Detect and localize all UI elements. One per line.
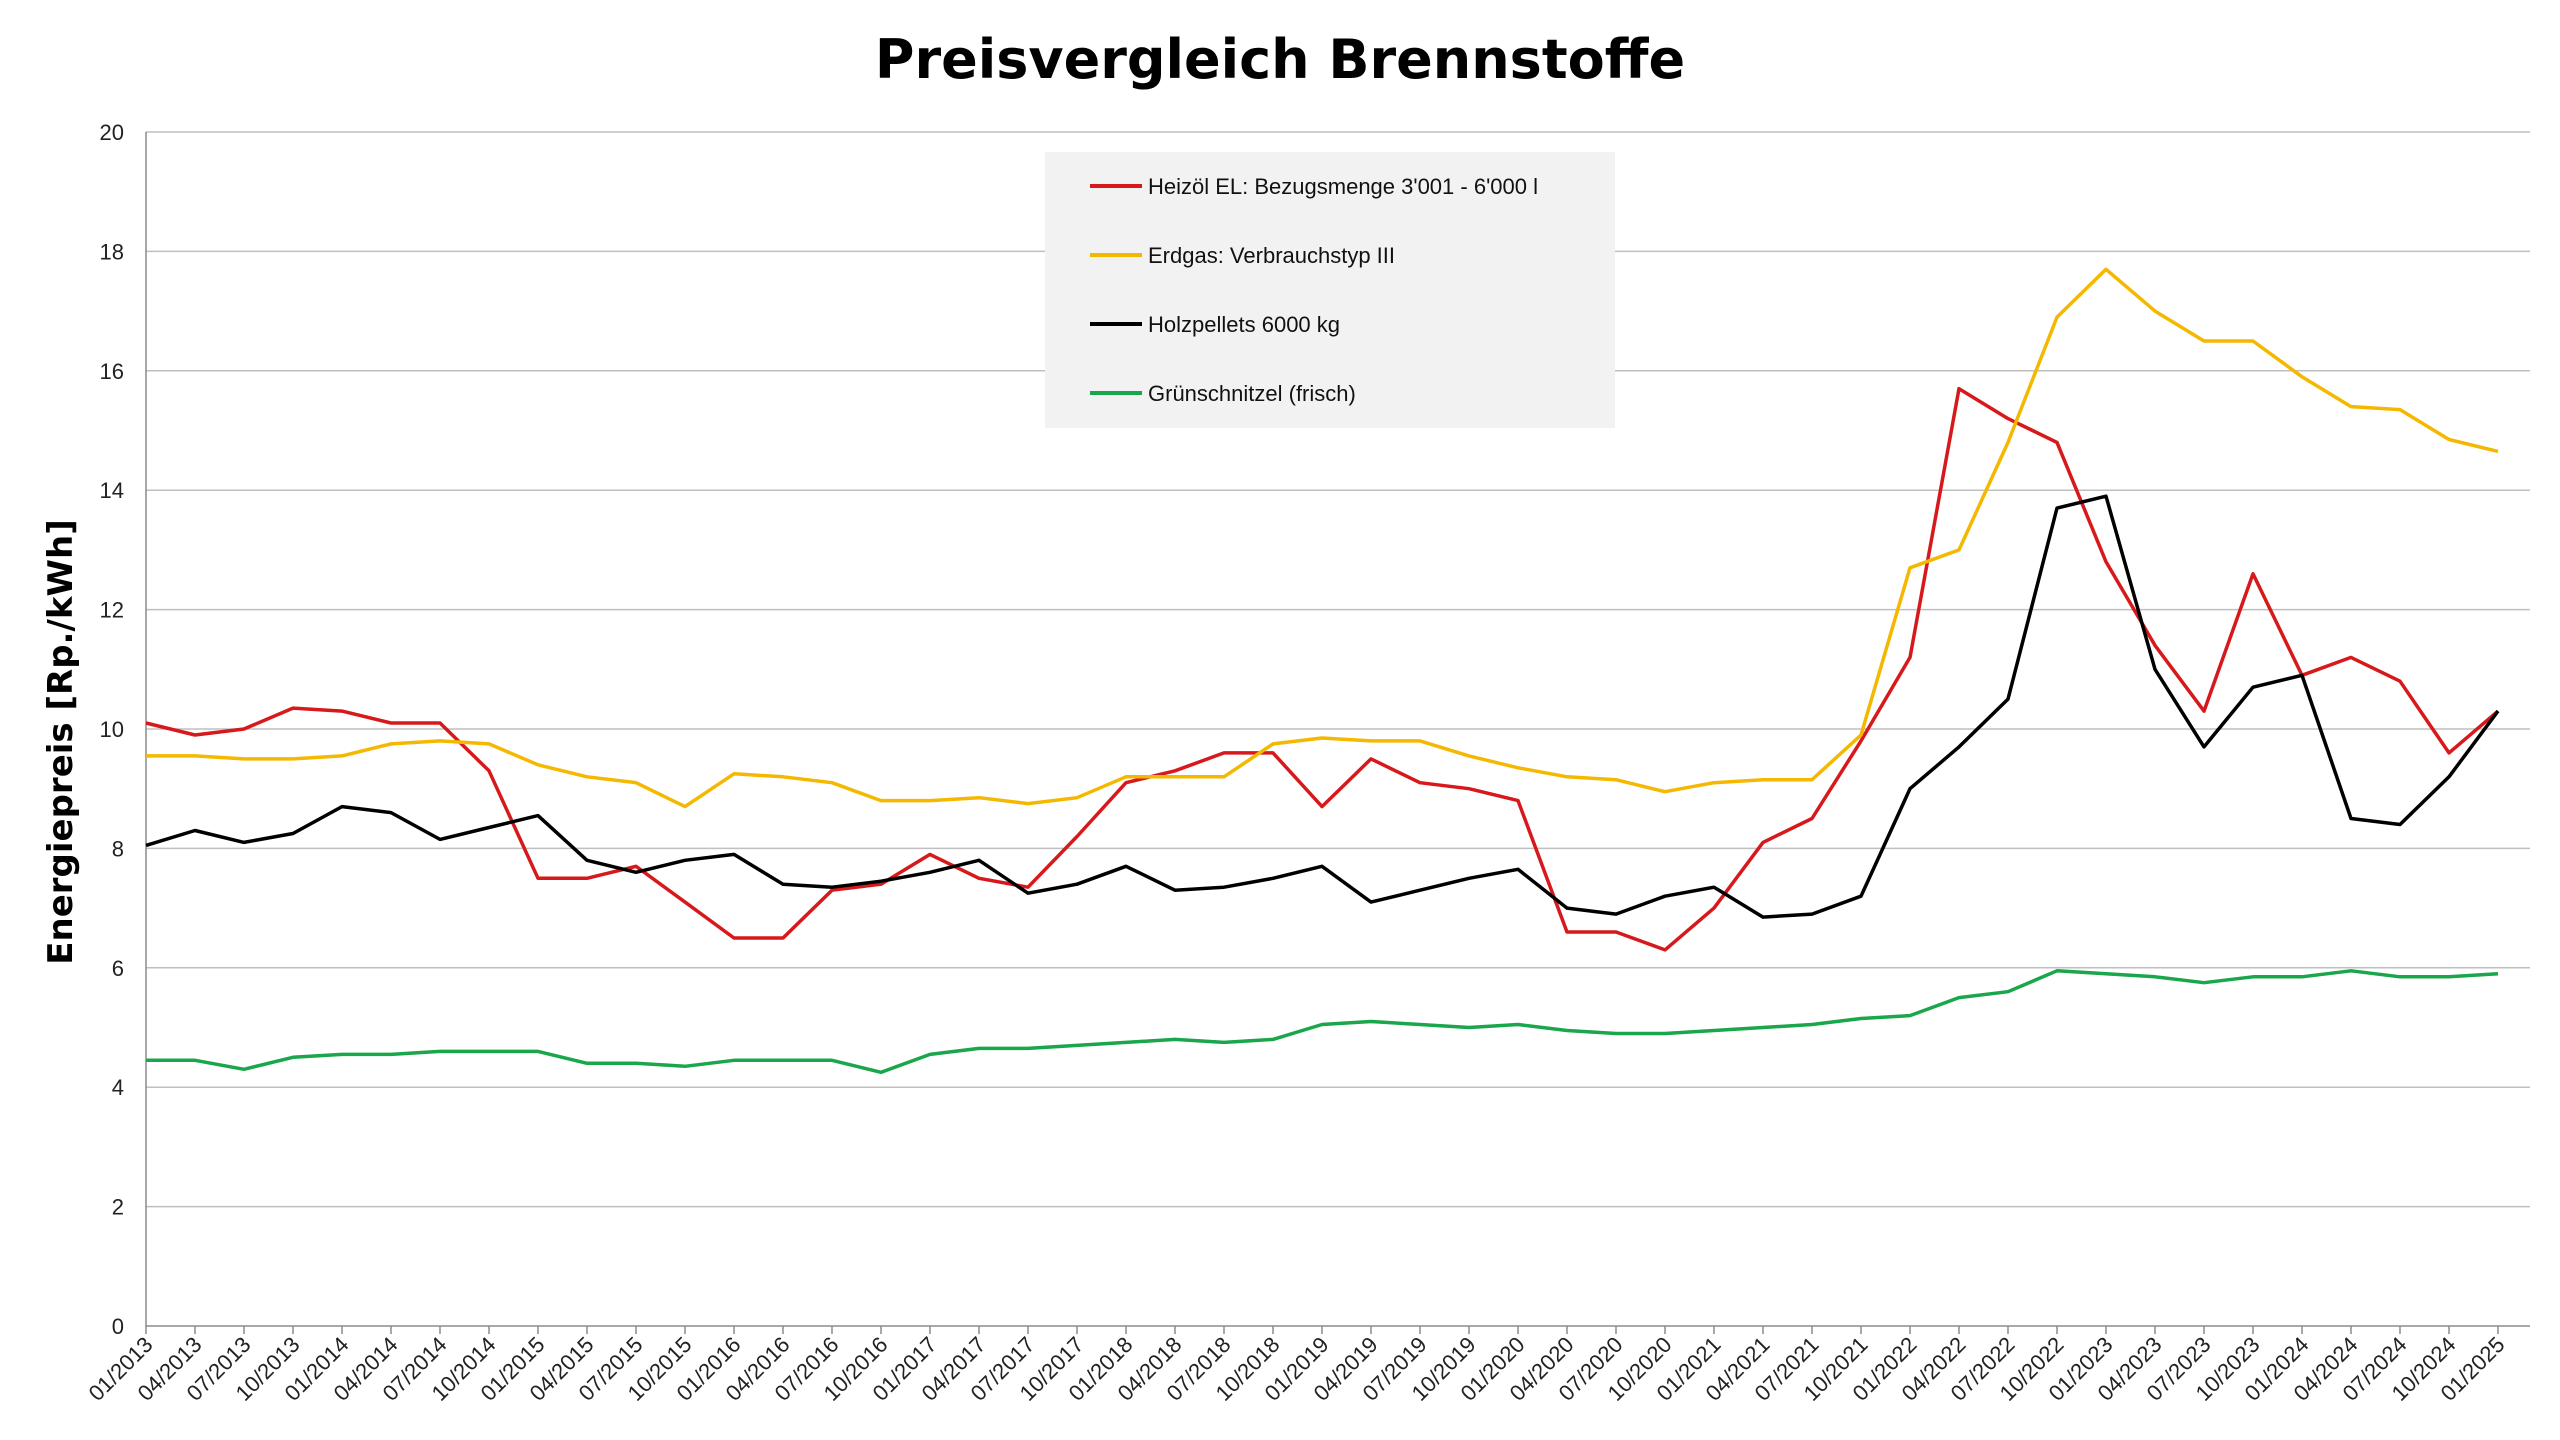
- y-tick-label: 18: [100, 239, 124, 264]
- series-line-1: [146, 267, 2499, 809]
- y-axis-label: Energiepreis [Rp./kWh]: [41, 519, 81, 964]
- y-tick-label: 10: [100, 717, 124, 742]
- series-line-3: [146, 969, 2499, 1075]
- axes: [145, 132, 2530, 1327]
- legend-box: [1045, 152, 1615, 428]
- y-tick-labels: 0 2 4 6 8 10 12 14 16 18 20: [100, 120, 124, 1339]
- legend-label-1: Erdgas: Verbrauchstyp III: [1148, 243, 1395, 268]
- series-lines: [145, 267, 2500, 1075]
- y-tick-label: 6: [112, 956, 124, 981]
- y-tick-label: 16: [100, 359, 124, 384]
- y-tick-label: 2: [112, 1195, 124, 1220]
- x-tick-labels: 01/201304/201307/201310/201301/201404/20…: [84, 1326, 2510, 1406]
- y-tick-label: 4: [112, 1075, 124, 1100]
- legend-label-3: Grünschnitzel (frisch): [1148, 381, 1356, 406]
- y-tick-label: 8: [112, 836, 124, 861]
- y-tick-label: 20: [100, 120, 124, 145]
- y-tick-label: 12: [100, 598, 124, 623]
- y-tick-label: 0: [112, 1314, 124, 1339]
- series-line-2: [145, 494, 2500, 919]
- legend: Heizöl EL: Bezugsmenge 3'001 - 6'000 l Er…: [1045, 152, 1615, 428]
- series-line-0: [145, 386, 2500, 952]
- y-tick-label: 14: [100, 478, 124, 503]
- chart-title: Preisvergleich Brennstoffe: [875, 28, 1685, 91]
- legend-label-2: Holzpellets 6000 kg: [1148, 312, 1340, 337]
- legend-label-0: Heizöl EL: Bezugsmenge 3'001 - 6'000 l: [1148, 174, 1538, 199]
